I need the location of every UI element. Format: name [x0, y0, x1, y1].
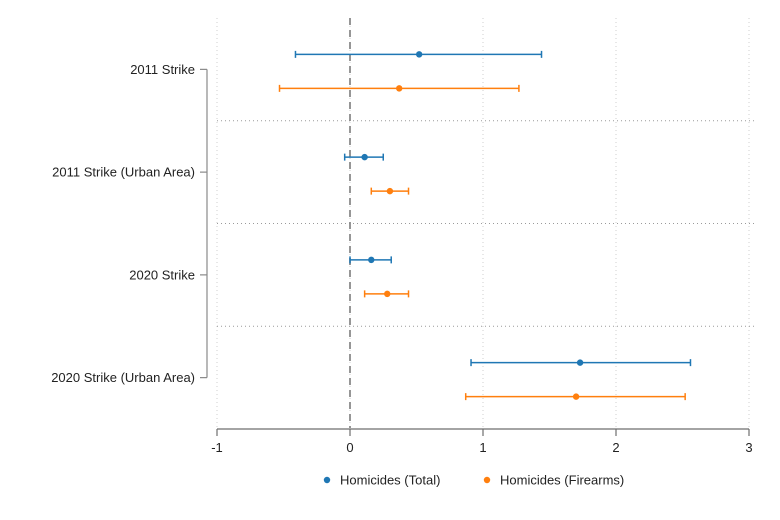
- x-tick-label: 3: [745, 440, 752, 455]
- legend-marker: [483, 476, 491, 484]
- ci-firearms-2: [363, 290, 410, 298]
- x-tick-label: -1: [211, 440, 223, 455]
- legend-item-total: Homicides (Total): [323, 473, 440, 488]
- ci-firearms-1: [370, 187, 410, 195]
- legend: Homicides (Total) Homicides (Firearms): [323, 473, 624, 488]
- ci-total-2: [349, 256, 392, 264]
- ci-firearms-0: [278, 84, 520, 92]
- x-tick-label: 1: [479, 440, 486, 455]
- grid-lines: [216, 18, 757, 428]
- x-axis: -1 0 1 2 3: [211, 428, 753, 455]
- point-estimate: [368, 256, 375, 264]
- series-marks: [278, 50, 692, 401]
- legend-label: Homicides (Total): [340, 473, 440, 488]
- x-tick-label: 0: [346, 440, 353, 455]
- ci-firearms-3: [464, 393, 686, 401]
- category-axis: 2011 Strike 2011 Strike (Urban Area) 2020 …: [51, 62, 208, 385]
- legend-label: Homicides (Firearms): [500, 473, 624, 488]
- legend-item-firearms: Homicides (Firearms): [483, 473, 624, 488]
- legend-marker: [323, 476, 331, 484]
- x-tick-label: 2: [612, 440, 619, 455]
- category-label: 2020 Strike (Urban Area): [51, 370, 195, 385]
- point-estimate: [361, 153, 368, 161]
- point-estimate: [415, 51, 423, 58]
- category-label: 2011 Strike: [130, 62, 195, 77]
- point-estimate: [576, 359, 584, 366]
- point-estimate: [384, 290, 391, 298]
- ci-total-1: [343, 153, 384, 161]
- ci-total-0: [294, 50, 543, 58]
- point-estimate: [396, 85, 403, 92]
- category-label: 2020 Strike: [129, 267, 195, 282]
- category-label: 2011 Strike (Urban Area): [52, 165, 195, 180]
- point-estimate: [572, 393, 580, 400]
- point-estimate: [386, 187, 394, 195]
- ci-total-3: [470, 359, 692, 367]
